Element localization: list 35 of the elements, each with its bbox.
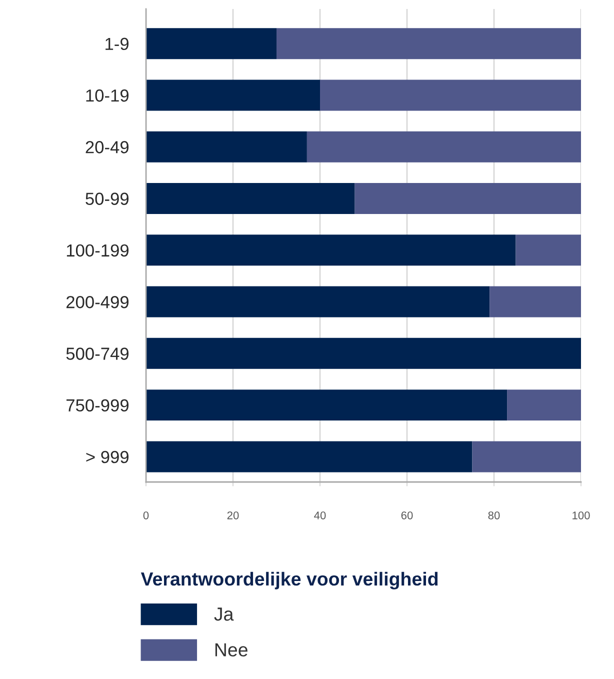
legend-title: Verantwoordelijke voor veiligheid [140,572,438,590]
bar [306,131,581,162]
bar [146,234,516,266]
bar [490,286,581,318]
bar [354,183,581,214]
bar [276,28,581,60]
legend-label: Ja [214,608,234,621]
y-tick-label: 100-199 [66,244,129,257]
x-tick-label: 60 [401,511,413,520]
y-tick-label: 500-749 [66,348,129,360]
bar [146,183,355,214]
x-tick-label: 100 [572,511,590,520]
x-tick-label: 80 [488,511,500,520]
bar [146,390,508,421]
bar [146,131,307,162]
x-tick-label: 40 [314,511,326,520]
legend-label: Nee [215,643,248,656]
y-tick-label: 750-999 [66,399,129,412]
bar [320,80,581,111]
y-tick-label: 50-99 [86,192,129,205]
bar [146,80,320,111]
bar [146,441,472,472]
bar [516,234,581,266]
y-tick-label: 200-499 [66,296,129,308]
bar [146,338,581,369]
y-tick-label: 1-9 [106,38,129,50]
x-tick-label: 20 [227,511,239,520]
y-tick-label: > 999 [86,450,129,464]
bar [146,28,276,60]
x-tick-label: 0 [143,511,149,520]
bar [472,441,581,472]
bar [507,390,581,421]
y-tick-label: 20-49 [86,141,129,154]
bar [146,286,490,318]
y-tick-label: 10-19 [86,89,129,102]
